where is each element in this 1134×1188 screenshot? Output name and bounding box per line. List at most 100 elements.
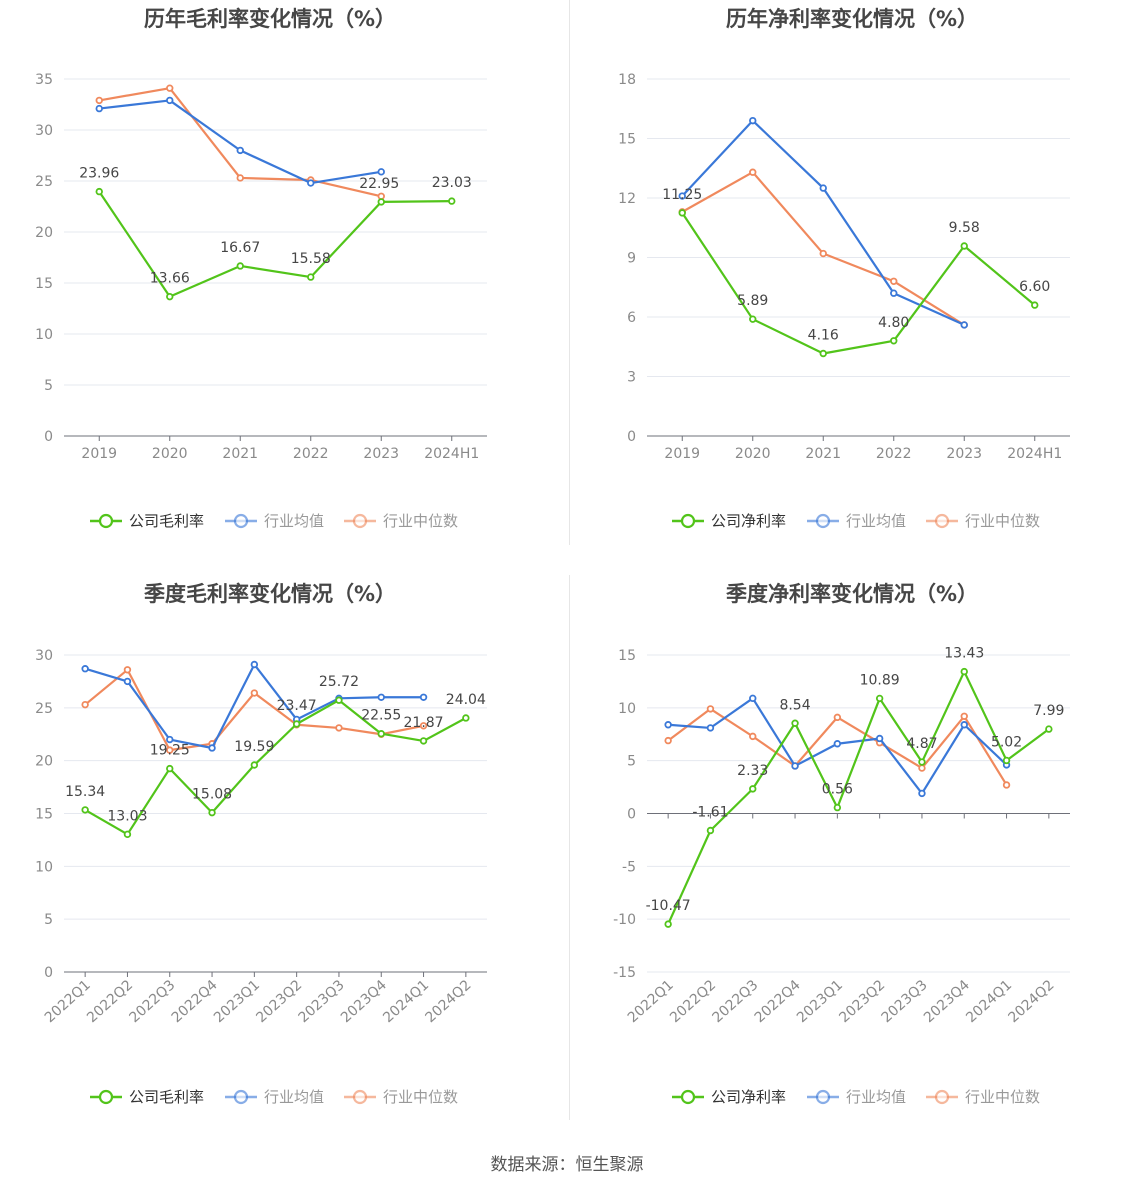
data-point-avg [960,721,968,729]
data-point-avg [81,665,89,673]
data-point-median [236,174,244,182]
data-point-company [419,737,428,745]
data-point-company [335,696,343,704]
data-label: 13.03 [107,808,147,824]
data-point-company [462,714,470,722]
x-tick-label: 2024H1 [1007,446,1062,462]
series-line-avg [681,119,965,326]
y-tick-label: 35 [35,72,53,88]
data-point-median [960,712,968,720]
legend-label-avg: 行业均值 [264,512,324,530]
data-point-median [890,277,898,285]
data-point-avg [918,789,926,798]
data-point-avg [95,104,103,113]
data-point-company [292,720,301,728]
legend-label-avg: 行业均值 [846,512,906,530]
data-label: 21.87 [404,715,444,731]
data-point-company [166,292,174,301]
series-line-company [667,670,1050,925]
data-point-company [377,730,385,738]
data-label: 15.34 [65,784,105,800]
x-tick-label: 2019 [664,446,700,462]
data-point-company [706,826,715,835]
data-label: 0.56 [822,782,853,798]
x-tick-label: 2019 [81,446,117,462]
y-tick-label: 15 [35,807,53,823]
x-tick-label: 2023Q2 [836,977,888,1026]
data-label: 4.16 [808,327,839,343]
x-tick-label: 2023 [363,446,399,462]
data-point-avg [236,146,244,155]
x-tick-label: 2022 [876,446,912,462]
data-label: 19.59 [234,739,274,755]
data-point-avg [791,762,799,770]
data-point-avg [377,693,385,701]
data-label: 4.80 [878,315,909,331]
x-tick-label: 2022Q2 [84,977,136,1026]
x-tick-label: 2023Q3 [296,977,348,1026]
data-point-median [833,713,842,722]
data-point-company [664,920,672,928]
data-point-avg [678,192,686,200]
legend-marker-median [934,1089,950,1105]
data-point-company [833,803,842,812]
data-point-median [706,705,715,713]
x-tick-label: 2020 [735,446,771,462]
y-tick-label: 30 [35,648,53,664]
y-tick-label: 5 [44,378,53,394]
y-tick-label: 10 [618,701,636,717]
legend-marker-avg [233,1089,249,1105]
legend-label-median: 行业中位数 [965,512,1040,530]
data-point-avg [419,693,428,701]
data-point-company [1045,725,1053,733]
x-tick-label: 2022Q4 [169,977,221,1026]
vertical-divider-bottom [569,575,570,1120]
chart-title: 季度毛利率变化情况（%） [144,582,396,606]
data-point-company [307,273,315,281]
legend-label-company: 公司毛利率 [129,512,204,530]
x-tick-label: 2024Q1 [963,977,1015,1026]
y-tick-label: -10 [613,912,636,928]
y-tick-label: 18 [618,72,636,88]
data-point-company [960,242,968,250]
y-tick-label: 15 [618,132,636,148]
data-point-company [166,764,174,773]
x-tick-label: 2023Q1 [211,977,263,1026]
data-point-company [236,262,244,270]
y-tick-label: 3 [627,370,636,386]
data-label: 10.89 [860,672,900,688]
data-point-company [1002,756,1011,765]
legend-label-company: 公司净利率 [711,1088,786,1106]
y-tick-label: 20 [35,754,53,770]
data-label: 22.95 [359,176,399,192]
data-point-avg [664,721,672,729]
chart-title: 历年净利率变化情况（%） [726,7,978,31]
series-line-avg [99,99,382,185]
y-tick-label: 0 [627,429,636,445]
x-tick-label: 2022Q4 [752,977,804,1026]
data-point-avg [208,744,216,752]
legend-marker-median [934,513,950,529]
legend-label-median: 行业中位数 [383,1088,458,1106]
data-point-company [749,785,757,793]
data-point-median [95,96,103,105]
data-label: -10.47 [646,898,691,914]
legend-label-company: 公司净利率 [711,512,786,530]
data-label: 23.03 [432,175,472,191]
data-label: 11.25 [662,187,702,203]
data-point-company [377,198,385,206]
data-point-company [123,830,132,839]
y-tick-label: 5 [627,754,636,770]
annual-net-margin-chart: 历年净利率变化情况（%） 0 3 6 9 12 15 18 2019 2020 2021 2022 20… [567,0,1134,560]
y-tick-label: 25 [35,174,53,190]
chart-title: 季度净利率变化情况（%） [726,582,978,606]
x-tick-label: 2021 [222,446,258,462]
x-tick-label: 2022 [293,446,329,462]
data-point-median [664,736,672,745]
x-tick-label: 2023Q4 [921,977,973,1026]
x-tick-label: 2023Q4 [338,977,390,1026]
data-label: 15.58 [291,251,331,267]
x-tick-label: 2022Q3 [709,977,761,1026]
x-tick-label: 2023Q1 [794,977,846,1026]
x-tick-label: 2024H1 [424,446,479,462]
